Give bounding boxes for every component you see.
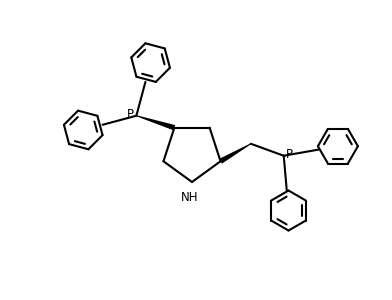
Text: P: P [286,148,293,161]
Text: P: P [127,108,134,121]
Polygon shape [219,143,251,164]
Text: NH: NH [181,191,199,204]
Polygon shape [136,115,175,130]
